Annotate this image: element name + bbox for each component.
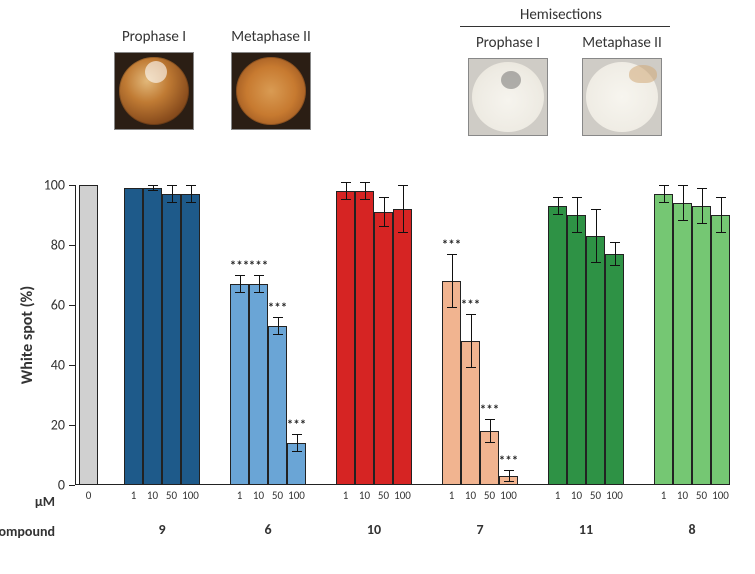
thumb-group: Prophase I xyxy=(468,34,548,141)
compound-label: 9 xyxy=(158,521,165,538)
bar xyxy=(79,185,98,485)
thumb-label: Metaphase II xyxy=(231,28,311,46)
bar xyxy=(162,194,181,485)
bar xyxy=(374,212,393,485)
hemisections-text: Hemisections xyxy=(520,6,602,24)
compound-label: 8 xyxy=(688,521,695,538)
bar xyxy=(143,188,162,485)
x-conc-label: 0 xyxy=(86,489,92,502)
thumb-group: Metaphase II xyxy=(231,28,311,135)
hemisections-label: Hemisections xyxy=(520,6,602,24)
hemisections-underline xyxy=(460,26,670,27)
y-axis xyxy=(75,185,76,485)
thumb-image xyxy=(582,58,662,136)
x-conc-label: 100 xyxy=(606,489,623,502)
bar xyxy=(336,191,355,485)
bar xyxy=(605,254,624,485)
top-image-row: Hemisections Prophase I Metaphase II Proph… xyxy=(0,6,755,156)
x-conc-label: 100 xyxy=(712,489,729,502)
x-conc-label: 10 xyxy=(677,489,688,502)
significance-label: *** xyxy=(499,454,518,469)
significance-label: *** xyxy=(230,259,249,274)
bar xyxy=(711,215,730,485)
x-conc-label: 10 xyxy=(359,489,370,502)
x-conc-label: 50 xyxy=(378,489,389,502)
x-conc-label: 50 xyxy=(590,489,601,502)
thumb-label: Metaphase II xyxy=(582,34,662,52)
significance-label: *** xyxy=(287,418,306,433)
y-tick-label: 20 xyxy=(51,417,75,434)
x-conc-label: 50 xyxy=(696,489,707,502)
x-conc-label: 10 xyxy=(571,489,582,502)
bar xyxy=(442,281,461,485)
bar-chart: 0204060801000110501009***1***10***50***1… xyxy=(75,185,721,485)
significance-label: *** xyxy=(268,301,287,316)
y-tick-label: 80 xyxy=(51,237,75,254)
bar xyxy=(393,209,412,485)
bar xyxy=(181,194,200,485)
row-label-comp: Compound xyxy=(0,523,55,540)
compound-label: 10 xyxy=(367,521,381,538)
significance-label: *** xyxy=(480,403,499,418)
bar xyxy=(268,326,287,485)
x-conc-label: 100 xyxy=(500,489,517,502)
compound-label: 11 xyxy=(579,521,593,538)
x-conc-label: 50 xyxy=(272,489,283,502)
thumb-image xyxy=(231,52,311,130)
y-axis-label: White spot (%) xyxy=(18,286,37,384)
thumb-label: Prophase I xyxy=(468,34,548,52)
bar xyxy=(586,236,605,485)
bar xyxy=(355,191,374,485)
x-conc-label: 10 xyxy=(465,489,476,502)
x-axis xyxy=(75,484,721,485)
x-conc-label: 50 xyxy=(484,489,495,502)
x-conc-label: 1 xyxy=(343,489,349,502)
x-conc-label: 100 xyxy=(288,489,305,502)
x-conc-label: 100 xyxy=(394,489,411,502)
bar xyxy=(124,188,143,485)
bar xyxy=(567,215,586,485)
significance-label: *** xyxy=(461,298,480,313)
y-tick-label: 100 xyxy=(44,177,75,194)
x-conc-label: 1 xyxy=(661,489,667,502)
bar xyxy=(548,206,567,485)
thumb-image xyxy=(468,58,548,136)
compound-label: 6 xyxy=(264,521,271,538)
y-tick-label: 40 xyxy=(51,357,75,374)
row-label-conc: µM xyxy=(35,493,55,510)
bar xyxy=(230,284,249,485)
x-conc-label: 50 xyxy=(166,489,177,502)
y-tick-label: 0 xyxy=(58,477,75,494)
compound-label: 7 xyxy=(476,521,483,538)
thumb-group: Prophase I xyxy=(114,28,194,135)
significance-label: *** xyxy=(249,259,268,274)
bar xyxy=(287,443,306,485)
bar xyxy=(673,203,692,485)
y-tick-label: 60 xyxy=(51,297,75,314)
x-conc-label: 10 xyxy=(147,489,158,502)
x-conc-label: 1 xyxy=(131,489,137,502)
bar xyxy=(654,194,673,485)
bar xyxy=(692,206,711,485)
x-conc-label: 1 xyxy=(555,489,561,502)
bar xyxy=(461,341,480,485)
thumb-image xyxy=(114,52,194,130)
thumb-group: Metaphase II xyxy=(582,34,662,141)
x-conc-label: 10 xyxy=(253,489,264,502)
thumb-label: Prophase I xyxy=(114,28,194,46)
significance-label: *** xyxy=(442,238,461,253)
x-conc-label: 1 xyxy=(237,489,243,502)
bar xyxy=(480,431,499,485)
x-conc-label: 1 xyxy=(449,489,455,502)
x-conc-label: 100 xyxy=(182,489,199,502)
bar xyxy=(249,284,268,485)
